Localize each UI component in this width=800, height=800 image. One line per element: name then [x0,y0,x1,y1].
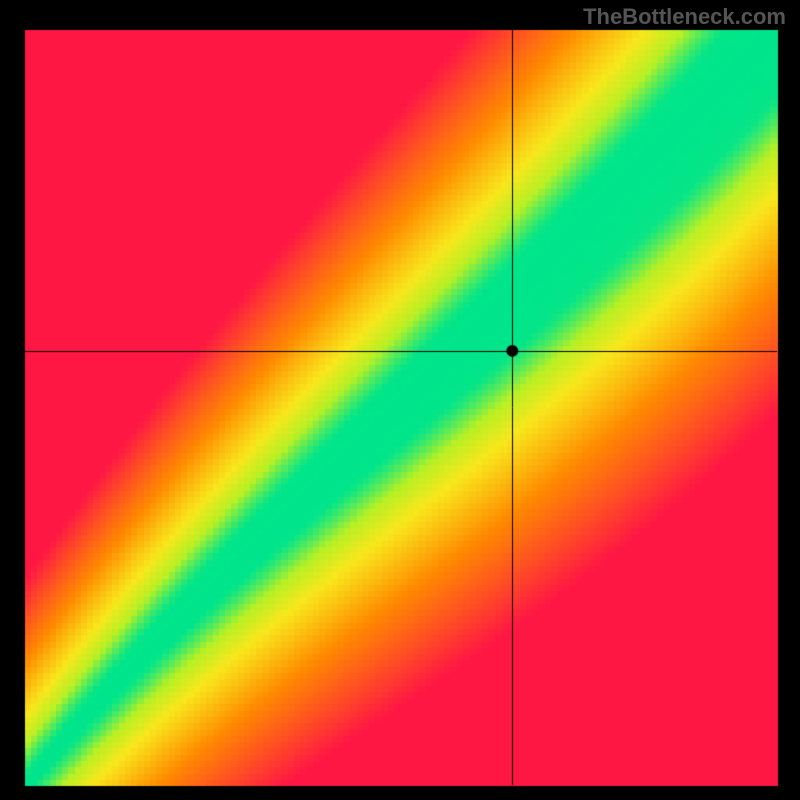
heatmap-canvas [0,0,800,800]
chart-container: TheBottleneck.com [0,0,800,800]
watermark-text: TheBottleneck.com [583,4,786,30]
